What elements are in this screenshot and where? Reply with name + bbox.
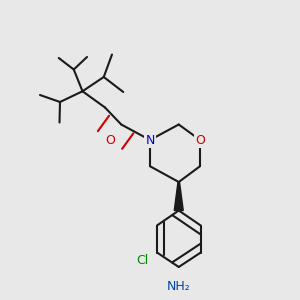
- Polygon shape: [174, 182, 183, 211]
- Text: O: O: [105, 134, 115, 146]
- Text: NH₂: NH₂: [167, 280, 190, 293]
- Text: Cl: Cl: [136, 254, 148, 266]
- Text: O: O: [195, 134, 205, 146]
- Text: N: N: [145, 134, 155, 146]
